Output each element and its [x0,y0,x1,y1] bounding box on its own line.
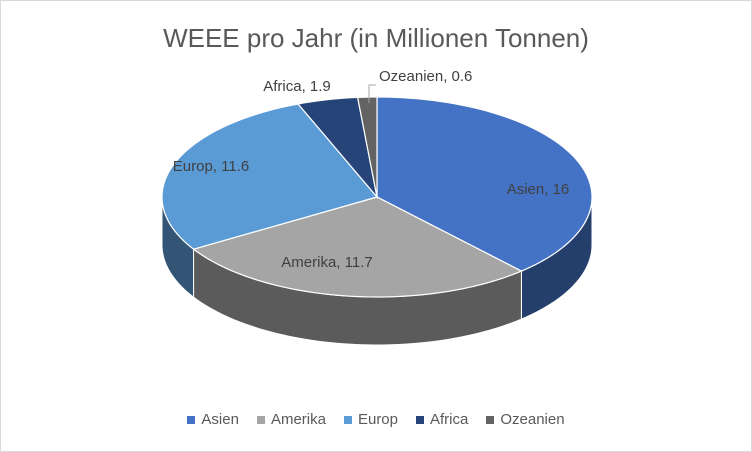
legend-marker [416,415,424,424]
legend-item-ozeanien: Ozeanien [486,411,565,428]
pie-slice-amerika[interactable] [192,196,523,298]
legend-label: Ozeanien [500,411,565,428]
legend-label: Amerika [270,411,326,428]
legend-item-europ: Europ [343,411,398,428]
legend-label: Europ [357,411,398,428]
pie-slice-europ[interactable] [161,103,379,250]
legend-item-amerika: Amerika [256,411,326,428]
data-label-amerika: Amerika, 11.7 [281,254,372,271]
legend-marker [187,415,196,424]
legend-item-asien: Asien [187,411,239,428]
legend-label: Asien [201,411,239,428]
pie-slice-africa[interactable] [296,96,379,200]
data-label-ozeanien: Ozeanien, 0.6 [379,68,472,85]
legend: Asien Amerika Europ Africa Ozeanien [1,411,751,428]
leader-line-ozeanien [368,84,376,103]
legend-marker [486,415,495,424]
data-label-asien: Asien, 16 [507,181,570,198]
legend-marker [343,415,352,424]
legend-label: Africa [430,411,469,428]
legend-marker [256,415,265,424]
chart-title: WEEE pro Jahr (in Millionen Tonnen) [163,23,589,53]
pie-slice-asien[interactable] [376,96,593,272]
data-label-europ: Europ, 11.6 [173,158,249,175]
pie-slice-ozeanien[interactable] [356,96,378,198]
legend-item-africa: Africa [416,411,468,428]
data-label-africa: Africa, 1.9 [263,78,331,95]
